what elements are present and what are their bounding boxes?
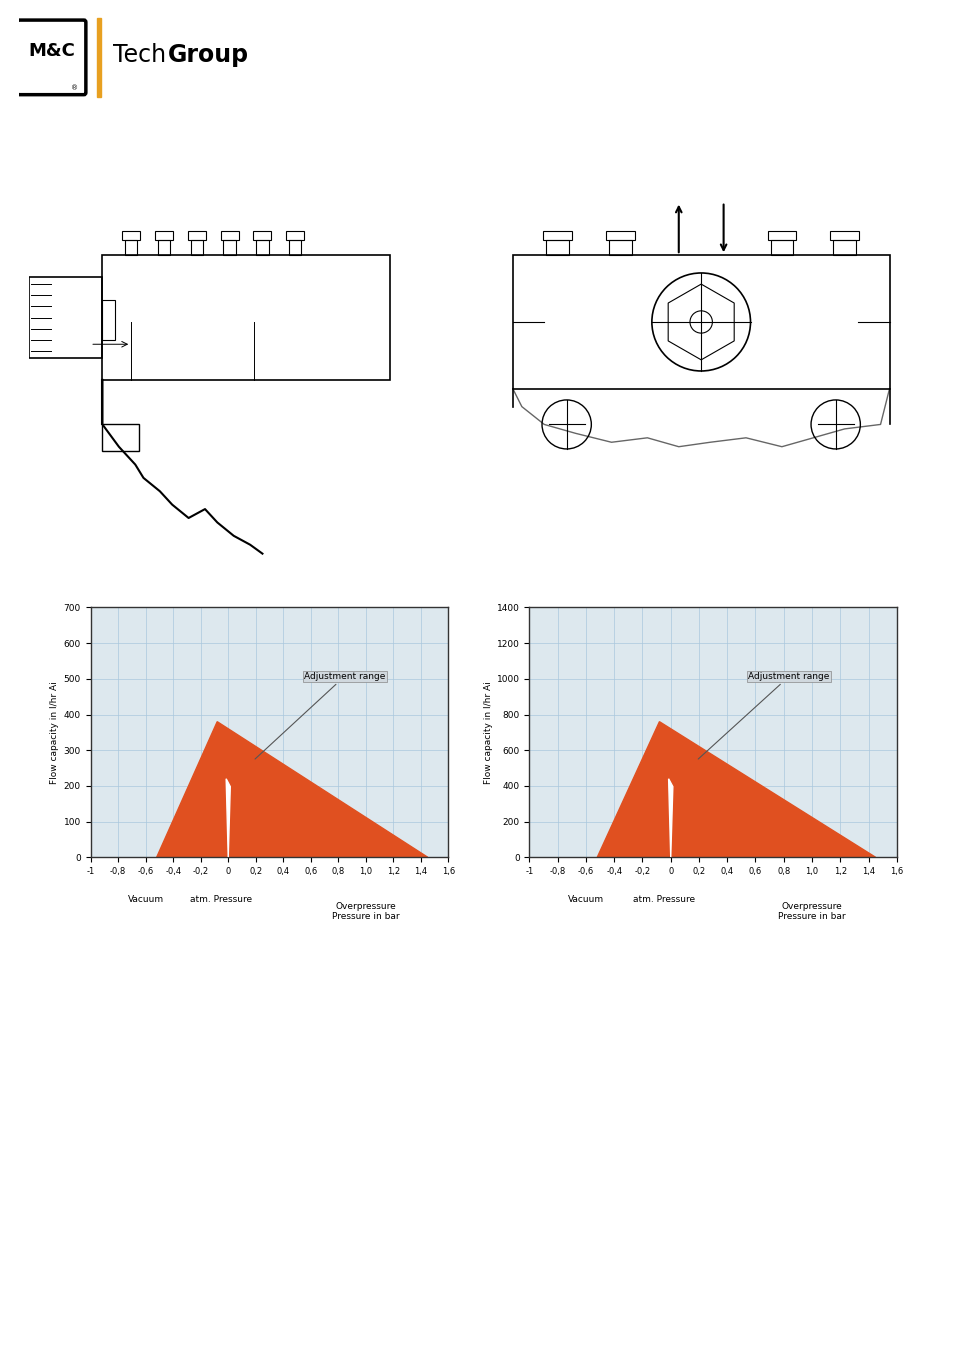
Text: M&C: M&C (28, 42, 75, 59)
Polygon shape (597, 722, 875, 857)
Polygon shape (226, 779, 230, 857)
Bar (543, 231, 572, 239)
Bar (609, 239, 631, 255)
Bar (833, 239, 855, 255)
Bar (256, 239, 269, 255)
Bar (97, 18, 101, 97)
Text: Adjustment range: Adjustment range (698, 672, 829, 759)
Bar (223, 239, 235, 255)
Bar (154, 231, 172, 239)
FancyBboxPatch shape (17, 20, 86, 95)
Text: atm. Pressure: atm. Pressure (632, 895, 694, 903)
Text: Adjustment range: Adjustment range (254, 672, 385, 759)
Bar (767, 231, 796, 239)
Bar (125, 239, 137, 255)
Bar (188, 231, 206, 239)
Text: Overpressure
Pressure in bar: Overpressure Pressure in bar (332, 902, 399, 921)
Bar (605, 231, 634, 239)
Text: Vacuum: Vacuum (128, 895, 164, 903)
Text: Tech: Tech (112, 43, 166, 68)
Bar (191, 239, 203, 255)
Y-axis label: Flow capacity in l/hr Ai: Flow capacity in l/hr Ai (483, 680, 492, 784)
Bar (122, 231, 140, 239)
Bar (220, 231, 238, 239)
Polygon shape (668, 779, 672, 857)
Bar (102, 255, 389, 379)
Bar (102, 300, 114, 340)
Bar (546, 239, 568, 255)
Polygon shape (156, 722, 427, 857)
Text: ®: ® (71, 85, 78, 92)
Y-axis label: Flow capacity in l/hr Ai: Flow capacity in l/hr Ai (51, 680, 59, 784)
Bar (770, 239, 792, 255)
Bar (289, 239, 301, 255)
Text: Vacuum: Vacuum (567, 895, 603, 903)
Bar (829, 231, 858, 239)
Bar (253, 231, 272, 239)
Text: atm. Pressure: atm. Pressure (190, 895, 253, 903)
Bar (102, 424, 139, 451)
Bar (286, 231, 304, 239)
Bar (29, 278, 102, 358)
Text: Group: Group (168, 43, 249, 68)
Bar (513, 255, 888, 389)
Bar (157, 239, 170, 255)
Text: Overpressure
Pressure in bar: Overpressure Pressure in bar (778, 902, 845, 921)
